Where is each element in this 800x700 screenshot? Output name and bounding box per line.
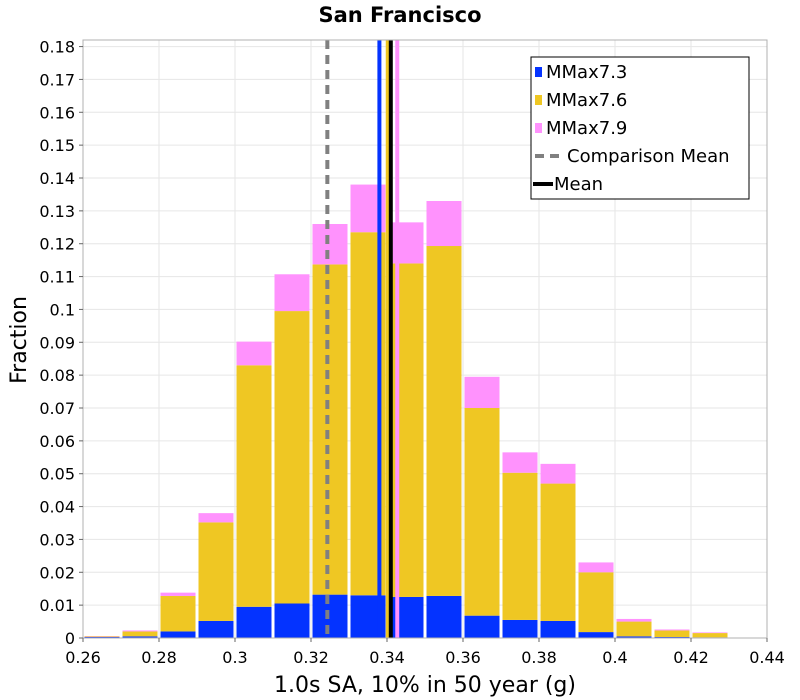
bar-mmax7-6	[388, 263, 424, 597]
bar-mmax7-3	[122, 636, 158, 638]
x-tick-label: 0.36	[445, 648, 481, 667]
bar-mmax7-9	[502, 452, 538, 473]
bar-mmax7-9	[464, 376, 500, 408]
y-tick-label: 0.13	[39, 202, 75, 221]
bar-mmax7-9	[578, 562, 614, 573]
y-tick-label: 0.04	[39, 498, 75, 517]
bar-mmax7-6	[236, 365, 272, 607]
bar-mmax7-9	[274, 274, 310, 312]
bar-mmax7-9	[692, 632, 728, 634]
x-tick-label: 0.28	[141, 648, 177, 667]
bar-mmax7-9	[388, 222, 424, 264]
x-tick-label: 0.42	[673, 648, 709, 667]
bar-mmax7-3	[312, 594, 348, 638]
bar-mmax7-3	[160, 631, 196, 638]
bar-mmax7-6	[274, 311, 310, 604]
bar-mmax7-9	[540, 463, 576, 484]
bar-mmax7-6	[692, 633, 728, 638]
y-tick-label: 0	[65, 629, 75, 648]
bar-mmax7-3	[426, 595, 462, 638]
y-tick-label: 0.17	[39, 70, 75, 89]
bar-mmax7-3	[388, 596, 424, 638]
bar-mmax7-3	[464, 615, 500, 638]
bar-mmax7-6	[160, 595, 196, 632]
y-tick-label: 0.05	[39, 465, 75, 484]
legend-swatch-mmax7-3	[535, 67, 542, 77]
y-tick-label: 0.07	[39, 399, 75, 418]
bar-mmax7-3	[616, 636, 652, 638]
bar-mmax7-3	[236, 606, 272, 638]
bar-mmax7-9	[312, 224, 348, 265]
plot-frame	[82, 39, 768, 639]
legend-label-mmax7-3: MMax7.3	[546, 62, 627, 83]
legend-label-comparison-mean: Comparison Mean	[567, 146, 730, 167]
x-axis-title: 1.0s SA, 10% in 50 year (g)	[274, 673, 576, 698]
bar-mmax7-6	[540, 483, 576, 621]
x-tick-label: 0.3	[222, 648, 247, 667]
bar-mmax7-6	[198, 522, 234, 621]
bar-mmax7-6	[426, 246, 462, 596]
y-tick-label: 0.03	[39, 530, 75, 549]
bar-mmax7-9	[616, 618, 652, 622]
bar-mmax7-3	[578, 632, 614, 638]
y-tick-label: 0.08	[39, 366, 75, 385]
bar-mmax7-9	[426, 201, 462, 247]
y-axis-ticks: 0 0.01 0.02 0.03 0.04 0.05 0.06 0.07 0.08 0.09 0.1…	[39, 38, 83, 648]
bars	[84, 184, 728, 638]
legend-label-mmax7-6: MMax7.6	[546, 90, 627, 111]
bar-mmax7-9	[122, 630, 158, 632]
bar-mmax7-3	[502, 619, 538, 638]
x-tick-label: 0.34	[369, 648, 405, 667]
bar-mmax7-9	[160, 592, 196, 596]
reference-lines	[325, 40, 400, 638]
chart-title: San Francisco	[318, 3, 481, 27]
bar-mmax7-6	[578, 572, 614, 633]
y-tick-label: 0.18	[39, 38, 75, 57]
bar-mmax7-9	[236, 341, 272, 366]
legend: MMax7.3 MMax7.6 MMax7.9 Comparison Mean Mean	[530, 56, 750, 200]
bar-mmax7-3	[274, 603, 310, 638]
y-tick-label: 0.09	[39, 333, 75, 352]
x-tick-label: 0.38	[521, 648, 557, 667]
x-tick-label: 0.32	[293, 648, 329, 667]
bar-mmax7-6	[122, 631, 158, 637]
y-tick-label: 0.01	[39, 596, 75, 615]
x-tick-label: 0.44	[749, 648, 785, 667]
y-tick-label: 0.1	[50, 300, 75, 319]
bar-mmax7-6	[654, 630, 690, 638]
bar-mmax7-9	[198, 513, 234, 523]
bar-mmax7-9	[654, 629, 690, 631]
bar-mmax7-6	[464, 408, 500, 616]
y-tick-label: 0.15	[39, 136, 75, 155]
legend-box	[530, 56, 750, 200]
y-axis-title: Fraction	[7, 296, 32, 384]
bar-mmax7-3	[540, 620, 576, 638]
legend-swatch-mmax7-9	[535, 123, 542, 133]
y-tick-label: 0.02	[39, 563, 75, 582]
y-tick-label: 0.12	[39, 235, 75, 254]
y-tick-label: 0.14	[39, 169, 75, 188]
x-axis-ticks: 0.26 0.28 0.3 0.32 0.34 0.36 0.38 0.4 0.42 0.44	[65, 638, 785, 667]
bar-mmax7-6	[502, 472, 538, 620]
bar-mmax7-6	[312, 264, 348, 595]
bar-mmax7-3	[198, 620, 234, 638]
legend-label-mean: Mean	[554, 174, 603, 195]
bar-mmax7-6	[84, 636, 120, 638]
legend-label-mmax7-9: MMax7.9	[546, 118, 627, 139]
y-tick-label: 0.16	[39, 103, 75, 122]
x-tick-label: 0.26	[65, 648, 101, 667]
legend-swatch-mmax7-6	[535, 95, 542, 105]
y-tick-label: 0.11	[39, 268, 75, 287]
y-tick-label: 0.06	[39, 432, 75, 451]
x-tick-label: 0.4	[602, 648, 627, 667]
bar-mmax7-6	[616, 621, 652, 637]
